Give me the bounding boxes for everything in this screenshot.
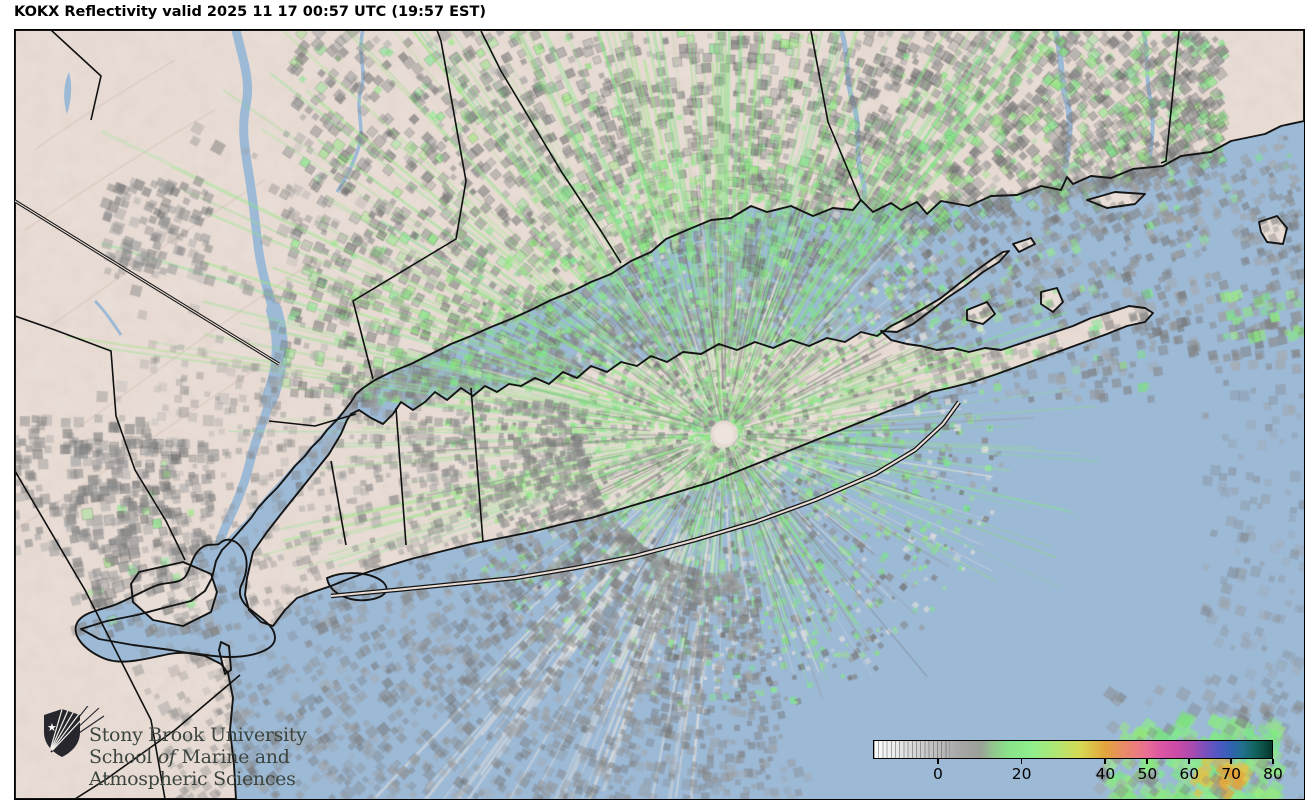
boundary-line	[15, 316, 185, 560]
colorbar-tick	[937, 759, 939, 764]
colorbar-tick-label: 0	[908, 765, 968, 783]
logo-line3: Atmospheric Sciences	[89, 768, 307, 790]
logo-line2: School of Marine and	[89, 746, 307, 768]
boundary-line	[396, 408, 406, 545]
shield-star-icon: ★	[47, 721, 57, 734]
coastline-shelter	[967, 302, 995, 324]
boundary-line	[51, 30, 101, 120]
logo-line2-pre: School	[89, 746, 158, 768]
boundary-line	[269, 414, 356, 426]
colorbar-segment-lines	[874, 741, 950, 758]
colorbar-tick	[1188, 759, 1190, 764]
boundary-line	[331, 461, 346, 545]
logo-text: Stony Brook University School of Marine …	[89, 724, 307, 790]
map-title: KOKX Reflectivity valid 2025 11 17 00:57…	[14, 4, 486, 20]
coastline-mainland	[15, 30, 1304, 799]
boundary-line	[471, 388, 483, 542]
logo-line2-post: Marine and	[176, 746, 290, 768]
coastline-fishers	[1087, 192, 1145, 208]
colorbar-tick	[1021, 759, 1023, 764]
barrier-island-sand	[331, 402, 959, 596]
colorbar-tick	[1272, 759, 1274, 764]
reflectivity-colorbar: 0204050607080	[873, 740, 1273, 792]
radar-map: 0204050607080 ★	[14, 29, 1305, 800]
boundary-line	[481, 31, 621, 263]
boundary-line	[1161, 31, 1179, 163]
colorbar-tick-label: 80	[1243, 765, 1303, 783]
barrier-island	[331, 402, 959, 596]
colorbar-tick	[1104, 759, 1106, 764]
colorbar-tick	[1146, 759, 1148, 764]
coastline-plum	[1013, 238, 1035, 252]
boundary-line	[811, 31, 861, 201]
boundary-ny-nj-gap	[15, 201, 279, 364]
coastline-block	[1259, 216, 1287, 244]
colorbar-gradient	[873, 740, 1273, 759]
radar-site-marker	[714, 424, 734, 444]
logo-line1: Stony Brook University	[89, 724, 307, 746]
boundary-line	[353, 30, 466, 379]
colorbar-tick	[1230, 759, 1232, 764]
logo-line2-of: of	[158, 746, 176, 768]
coastline-staten	[131, 562, 217, 626]
coastline-longisland	[245, 251, 1153, 626]
colorbar-tick-label: 20	[992, 765, 1052, 783]
figure: KOKX Reflectivity valid 2025 11 17 00:57…	[0, 0, 1316, 811]
boundary-layer	[15, 30, 1304, 799]
coastline-gardiners	[1041, 288, 1063, 312]
stony-brook-logo: ★ Stony Brook University School of Marin…	[41, 706, 341, 796]
coastline-harbor	[76, 540, 275, 662]
